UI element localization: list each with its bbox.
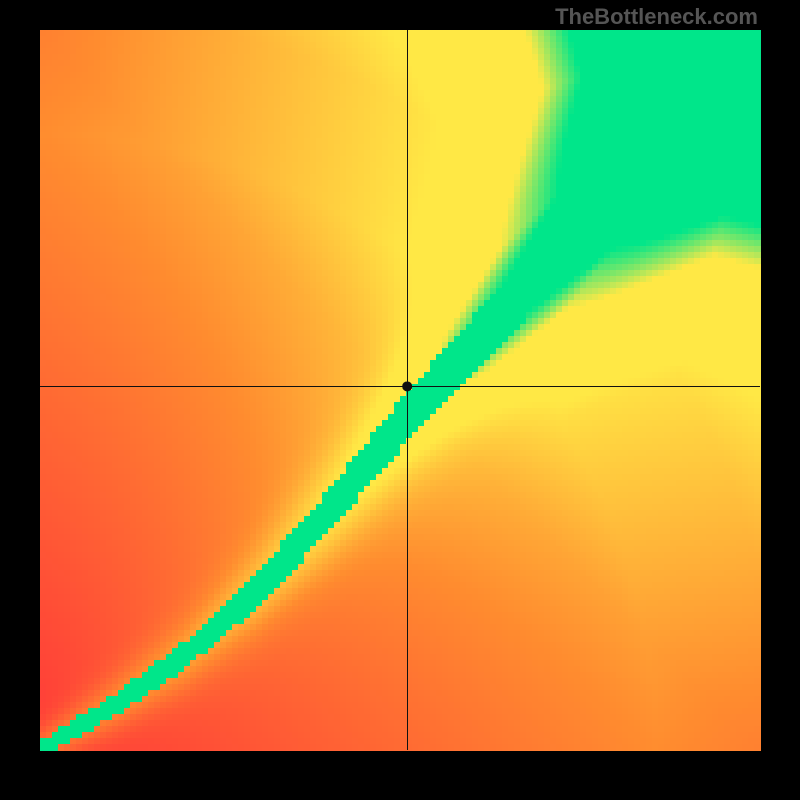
chart-container: TheBottleneck.com [0, 0, 800, 800]
watermark-text: TheBottleneck.com [555, 4, 758, 30]
bottleneck-heatmap-canvas [0, 0, 800, 800]
